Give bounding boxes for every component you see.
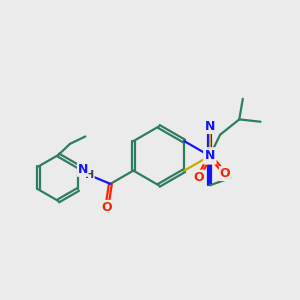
Text: H: H	[85, 170, 94, 180]
Text: N: N	[205, 120, 215, 133]
Text: S: S	[204, 148, 215, 164]
Text: O: O	[193, 171, 204, 184]
Text: N: N	[77, 163, 88, 176]
Text: O: O	[101, 201, 112, 214]
Text: O: O	[220, 167, 230, 180]
Text: N: N	[205, 149, 215, 162]
